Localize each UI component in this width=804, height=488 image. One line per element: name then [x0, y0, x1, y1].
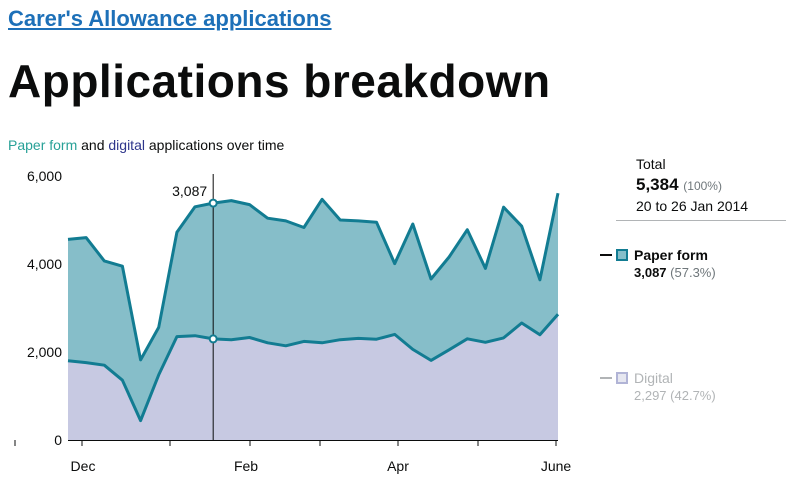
legend-line-marker [600, 254, 612, 256]
legend-digital[interactable]: Digital 2,297 (42.7%) [600, 370, 790, 403]
y-tick-label: 4,000 [27, 256, 62, 272]
legend-line-marker [600, 377, 612, 379]
legend-paper-label: Paper form [634, 247, 708, 263]
legend-paper-percent: (57.3%) [670, 265, 716, 280]
x-tick-label: Apr [387, 458, 409, 474]
legend-swatch-paper [616, 249, 628, 261]
paper-form-series-line [67, 192, 560, 362]
total-label: Total [636, 156, 666, 172]
y-axis: 0 2,000 4,000 6,000 [27, 168, 62, 448]
chart-subtitle: Paper form and digital applications over… [8, 137, 284, 153]
legend-digital-percent: (42.7%) [670, 388, 716, 403]
hover-indicator: 3,087 [172, 174, 218, 440]
x-tick-label: Dec [71, 458, 96, 474]
total-value-row: 5,384 (100%) [636, 175, 786, 195]
chart-plot [67, 192, 560, 440]
legend-digital-label: Digital [634, 370, 673, 386]
hover-point-paper [208, 198, 218, 208]
x-tick-label: Feb [234, 458, 258, 474]
paper-form-area [68, 193, 558, 421]
legend-digital-value: 2,297 [634, 388, 667, 403]
digital-area [68, 314, 558, 440]
legend-swatch-digital [616, 372, 628, 384]
total-panel: Total 5,384 (100%) 20 to 26 Jan 2014 [616, 156, 786, 221]
subtitle-and: and [81, 137, 105, 153]
x-tick-label: June [541, 458, 572, 474]
digital-series-line [67, 313, 560, 423]
total-percent: (100%) [683, 179, 722, 193]
hover-value-label: 3,087 [172, 183, 207, 199]
total-date-range: 20 to 26 Jan 2014 [636, 198, 749, 214]
subtitle-digital-key: digital [108, 137, 145, 153]
x-axis: Dec Feb Apr June [14, 440, 572, 474]
breadcrumb-link[interactable]: Carer's Allowance applications [8, 6, 332, 31]
page-title: Applications breakdown [8, 55, 551, 107]
legend-paper-value: 3,087 [634, 265, 667, 280]
y-tick-label: 2,000 [27, 344, 62, 360]
applications-area-chart[interactable]: 0 2,000 4,000 6,000 Dec Feb Apr June 3,087 [0, 160, 600, 480]
legend-paper-form[interactable]: Paper form 3,087 (57.3%) [600, 247, 790, 280]
total-value: 5,384 [636, 175, 679, 194]
subtitle-rest: applications over time [148, 137, 285, 153]
y-tick-label: 6,000 [27, 168, 62, 184]
subtitle-paper-key: Paper form [8, 137, 78, 153]
y-tick-label: 0 [54, 432, 62, 448]
hover-point-digital [208, 334, 218, 344]
